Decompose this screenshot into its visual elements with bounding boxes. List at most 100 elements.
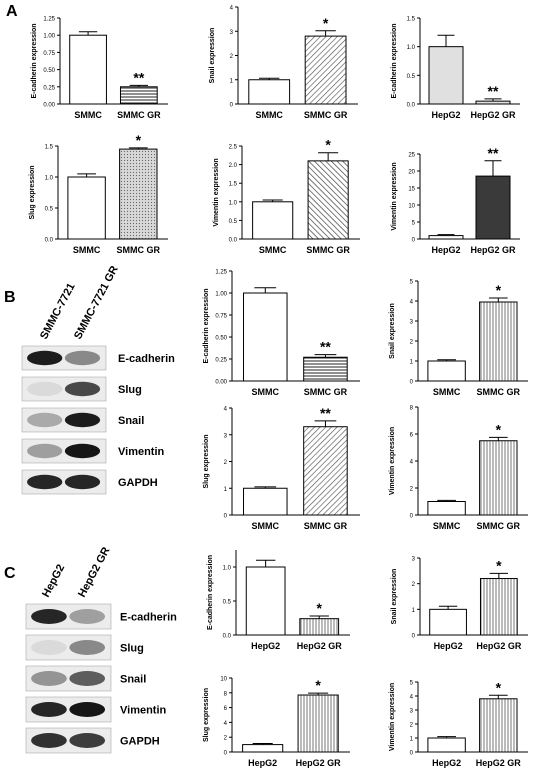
blot-lane-label: SMMC-7721 GR [72, 264, 121, 341]
bar [475, 100, 511, 105]
y-tick-label: 1 [410, 737, 414, 743]
bar [428, 235, 464, 240]
bar-chart: 0 5 10 15 20 25 Vimentin expression HepG2 HepG2 … [391, 145, 520, 255]
y-tick-label: 0 [230, 103, 234, 109]
blot-band [64, 350, 101, 366]
y-tick-label: 0.5 [45, 207, 54, 213]
bar [242, 744, 284, 753]
x-category-label: HepG2 [434, 641, 463, 651]
y-tick-label: 0 [410, 380, 414, 386]
x-category-label: SMMC GR [117, 245, 161, 255]
x-category-label: SMMC GR [306, 245, 350, 255]
x-category-label: SMMC [433, 521, 461, 531]
bar [427, 737, 466, 753]
bar [248, 79, 291, 105]
y-axis-label: Snail expression [209, 28, 216, 84]
y-tick-label: 0.0 [229, 238, 238, 244]
x-category-label: SMMC GR [117, 110, 161, 120]
y-tick-label: 8 [224, 691, 228, 697]
bar [307, 160, 349, 240]
y-tick-label: 0.0 [223, 634, 232, 640]
y-tick-label: 1.5 [45, 145, 54, 151]
y-tick-label: 1 [224, 487, 228, 493]
bar-chart: 0.00 0.25 0.50 0.75 1.00 1.25 E-cadherin expre… [31, 17, 168, 120]
y-tick-label: 5 [410, 681, 414, 687]
bar [297, 694, 339, 753]
significance-marker: * [496, 282, 502, 298]
bar [479, 578, 518, 636]
y-tick-label: 0.75 [43, 51, 55, 57]
blot-band [64, 474, 101, 490]
bar [243, 292, 288, 382]
y-tick-label: 1.0 [229, 200, 238, 206]
y-tick-label: 1.25 [215, 270, 227, 276]
y-tick-label: 5 [412, 221, 416, 227]
y-tick-label: 0.00 [215, 380, 227, 386]
panel-label-b: B [4, 289, 16, 306]
bar-chart: 0.00 0.25 0.50 0.75 1.00 1.25 E-cadherin expre… [203, 270, 360, 397]
blot-band [64, 381, 101, 397]
significance-marker: ** [320, 339, 331, 355]
blot-band [69, 609, 106, 624]
y-axis-label: E-cadherin expression [207, 555, 214, 630]
y-tick-label: 0.5 [407, 74, 416, 80]
x-category-label: SMMC GR [304, 387, 348, 397]
y-tick-label: 2 [410, 340, 414, 346]
blot-band [27, 412, 63, 428]
y-tick-label: 2.0 [229, 163, 238, 169]
y-axis-label: E-cadherin expression [391, 23, 398, 98]
y-tick-label: 1.0 [45, 176, 54, 182]
panel-label-c: C [4, 565, 16, 582]
blot-lane-label: HepG2 [40, 562, 67, 599]
blot-band-label: E-cadherin [118, 353, 175, 365]
x-category-label: SMMC [74, 110, 102, 120]
bar-chart: 0 1 2 3 4 5 Snail expression SMMC SMMC GR * [389, 280, 528, 397]
blot-band [31, 733, 67, 748]
significance-marker: * [496, 557, 502, 573]
bar [69, 34, 107, 105]
blot-band [27, 350, 63, 366]
y-tick-label: 4 [410, 460, 414, 466]
blot-band [64, 443, 101, 459]
bar [243, 487, 288, 516]
y-tick-label: 4 [224, 721, 228, 727]
bar [299, 618, 340, 636]
y-tick-label: 4 [410, 300, 414, 306]
y-tick-label: 3 [224, 433, 228, 439]
blot-band [64, 412, 101, 428]
x-category-label: HepG2 GR [476, 758, 522, 768]
blot-band [69, 733, 106, 748]
significance-marker: ** [488, 83, 499, 99]
y-tick-label: 6 [410, 433, 414, 439]
y-tick-label: 2 [224, 736, 228, 742]
x-category-label: SMMC [259, 245, 287, 255]
y-tick-label: 2.5 [229, 145, 238, 151]
x-category-label: SMMC GR [304, 521, 348, 531]
bar-chart: 0 1 2 3 4 5 Vimentin expression HepG2 HepG2 GR * [389, 679, 528, 768]
blot-band-label: Vimentin [120, 705, 167, 717]
y-tick-label: 0 [412, 634, 416, 640]
x-category-label: SMMC [73, 245, 101, 255]
y-tick-label: 1.5 [407, 17, 416, 23]
x-category-label: SMMC [255, 110, 283, 120]
panel-label-a: A [6, 3, 18, 20]
y-tick-label: 1.25 [43, 17, 55, 23]
y-axis-label: Slug expression [29, 165, 36, 219]
blot-band [31, 609, 67, 624]
y-axis-label: Snail expression [391, 569, 398, 625]
y-tick-label: 0.0 [45, 238, 54, 244]
y-tick-label: 0 [410, 751, 414, 757]
blot-band [27, 474, 63, 490]
bar [67, 176, 106, 240]
y-axis-label: Vimentin expression [213, 158, 220, 226]
y-tick-label: 1.0 [223, 566, 232, 572]
bar [429, 608, 467, 636]
x-category-label: SMMC GR [477, 521, 521, 531]
bar-chart: 0.0 0.5 1.0 1.5 2.0 2.5 Vimentin expression SMM… [213, 137, 360, 255]
bar-chart: 0 1 2 3 4 Slug expression SMMC SMMC GR ** [203, 405, 360, 531]
bar-chart: 0 2 4 6 8 Vimentin expression SMMC SMMC GR * [389, 406, 528, 531]
y-tick-label: 3 [412, 557, 416, 563]
bar-chart: 0 1 2 3 4 Snail expression SMMC SMMC GR * [209, 6, 358, 120]
blot-band [69, 702, 106, 717]
blot-band [31, 640, 67, 655]
